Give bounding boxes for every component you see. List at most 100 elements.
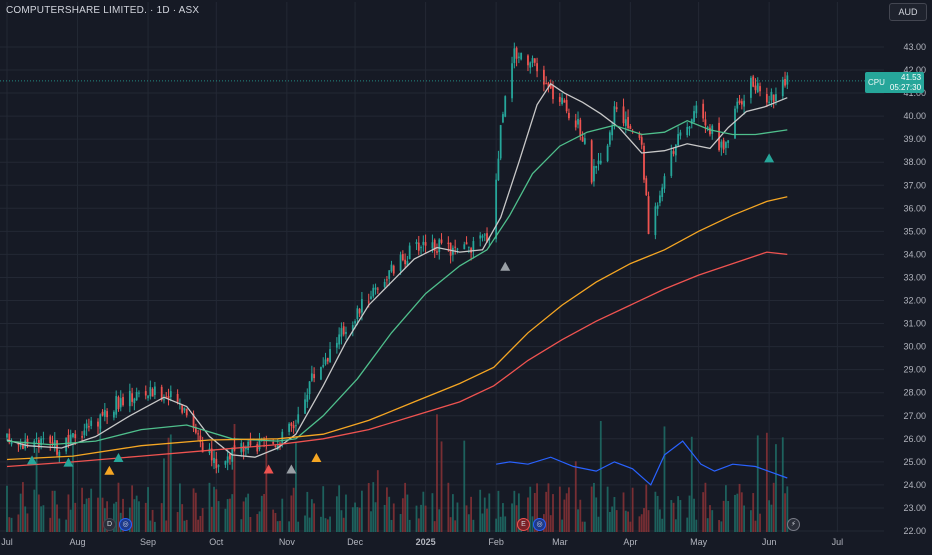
volume-bar [595, 497, 598, 532]
volume-bar [33, 489, 36, 532]
chart-title: COMPUTERSHARE LIMITED. · 1D · ASX [6, 5, 200, 16]
volume-bar [622, 492, 625, 532]
x-tick-label: Jul [832, 537, 844, 547]
candle-body [433, 239, 436, 252]
volume-bar [593, 482, 595, 532]
volume-bar [581, 521, 584, 532]
candle-body [590, 140, 593, 183]
candle-body [497, 158, 500, 181]
candle-body [690, 119, 693, 124]
candle-body [417, 242, 420, 251]
volume-bar [499, 516, 502, 532]
candle-body [663, 176, 666, 189]
volume-bar [376, 470, 379, 532]
candle-body [176, 393, 179, 402]
volume-bar [367, 483, 370, 532]
candle-body [431, 242, 434, 249]
volume-bar [479, 489, 482, 532]
volume-bar [354, 502, 356, 532]
y-tick-label: 32.00 [903, 296, 926, 306]
candle-body [615, 107, 618, 110]
x-tick-label: Oct [209, 537, 224, 547]
volume-bar [672, 502, 675, 532]
volume-bar [695, 519, 698, 532]
volume-bar [750, 510, 752, 532]
volume-bar [756, 435, 759, 532]
volume-bar [276, 521, 279, 532]
candle-body [693, 111, 695, 123]
candle-body [258, 440, 261, 450]
volume-bar [260, 495, 263, 532]
volume-bar [590, 486, 593, 532]
split-event-icon-2[interactable]: ◎ [533, 518, 546, 531]
volume-bar [306, 491, 309, 532]
candle-body [438, 239, 441, 253]
volume-bar [718, 520, 720, 532]
volume-bar [401, 498, 404, 532]
candle-body [67, 434, 70, 445]
candle-body [759, 86, 761, 92]
volume-bar [224, 508, 227, 532]
candle-body [595, 165, 598, 169]
candle-body [224, 460, 227, 465]
volume-bar [65, 519, 68, 532]
candle-body [577, 118, 579, 125]
y-tick-label: 41.00 [903, 88, 926, 98]
x-tick-label: May [690, 537, 708, 547]
candle-body [581, 136, 584, 142]
volume-bar [488, 493, 491, 532]
candle-body [561, 97, 563, 104]
volume-bar [85, 498, 88, 532]
earnings-event-icon[interactable]: E [517, 518, 530, 531]
volume-bar [577, 509, 579, 532]
candle-body [574, 120, 577, 128]
volume-bar [670, 500, 673, 532]
candle-body [356, 308, 359, 319]
y-tick-label: 37.00 [903, 180, 926, 190]
news-event-icon[interactable]: ⚡ [787, 518, 800, 531]
candle-body [276, 444, 279, 450]
volume-bar [192, 488, 195, 532]
candle-body [147, 395, 149, 399]
candle-body [288, 423, 290, 432]
volume-bar [194, 492, 197, 532]
candle-body [765, 94, 768, 103]
candle-body [750, 77, 752, 98]
candle-body [463, 244, 466, 250]
volume-bar [422, 491, 425, 532]
y-tick-label: 43.00 [903, 42, 926, 52]
volume-bar [470, 496, 472, 532]
split-event-icon[interactable]: ◎ [119, 518, 132, 531]
volume-bar [383, 504, 386, 532]
volume-bar [433, 521, 436, 532]
currency-button[interactable]: AUD [889, 3, 927, 21]
volume-bar [149, 520, 152, 532]
volume-bar [295, 442, 297, 532]
candle-body [670, 150, 673, 176]
dividend-event-icon[interactable]: D [103, 518, 116, 531]
volume-bar [720, 521, 723, 532]
y-tick-label: 28.00 [903, 388, 926, 398]
candle-body [579, 119, 582, 136]
candle-body [97, 421, 99, 427]
candle-body [549, 84, 552, 89]
signal-marker [104, 465, 115, 475]
candle-body [388, 270, 391, 279]
candle-body [695, 105, 698, 114]
volume-bar [743, 505, 745, 532]
candle-body [656, 205, 659, 209]
volume-bar [704, 482, 707, 532]
ma-long-line [6, 251, 788, 468]
volume-bar [90, 488, 93, 532]
candle-body [292, 425, 295, 429]
candle-body [72, 433, 74, 438]
signal-marker [63, 457, 74, 467]
candle-body [606, 145, 609, 162]
candle-body [247, 441, 250, 450]
volume-bar [49, 517, 52, 532]
candle-body [376, 288, 379, 290]
volume-bar [770, 504, 773, 532]
volume-bar [199, 515, 202, 532]
